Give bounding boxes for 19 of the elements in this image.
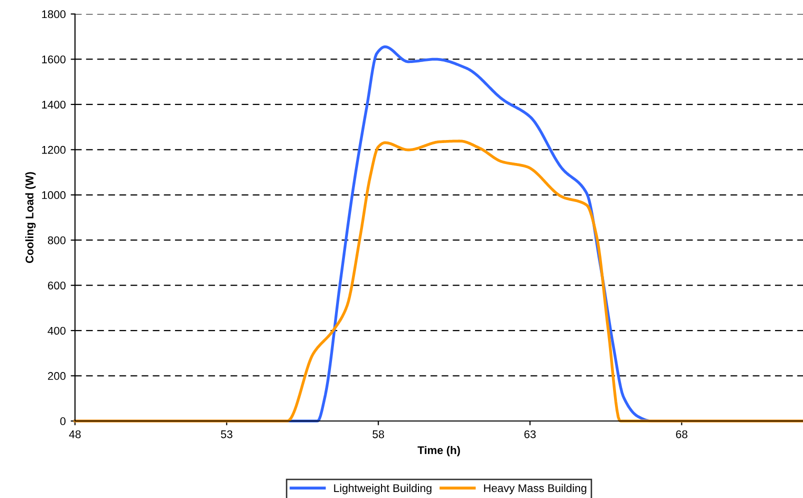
y-tick-label: 1000 (42, 191, 66, 200)
x-tick-label: 58 (372, 430, 384, 438)
legend-label: Lightweight Building (334, 484, 432, 494)
y-tick-label: 1400 (42, 100, 66, 109)
x-tick-label: 63 (524, 430, 536, 438)
x-tick-label: 68 (676, 430, 688, 438)
x-tick-label: 53 (220, 430, 232, 438)
y-tick-label: 1600 (42, 55, 66, 64)
x-tick-label: 48 (69, 430, 81, 438)
y-tick-label: 0 (60, 417, 66, 426)
y-tick-label: 400 (48, 326, 66, 335)
y-tick-label: 800 (48, 236, 66, 244)
y-tick-label: 1800 (42, 10, 66, 18)
x-axis-title: Time (h) (418, 446, 460, 456)
y-axis-title: Cooling Load (W) (25, 172, 36, 264)
y-tick-label: 1200 (42, 146, 66, 154)
legend-label: Heavy Mass Building (484, 484, 586, 494)
y-tick-label: 600 (48, 282, 66, 290)
y-tick-label: 200 (48, 372, 66, 380)
